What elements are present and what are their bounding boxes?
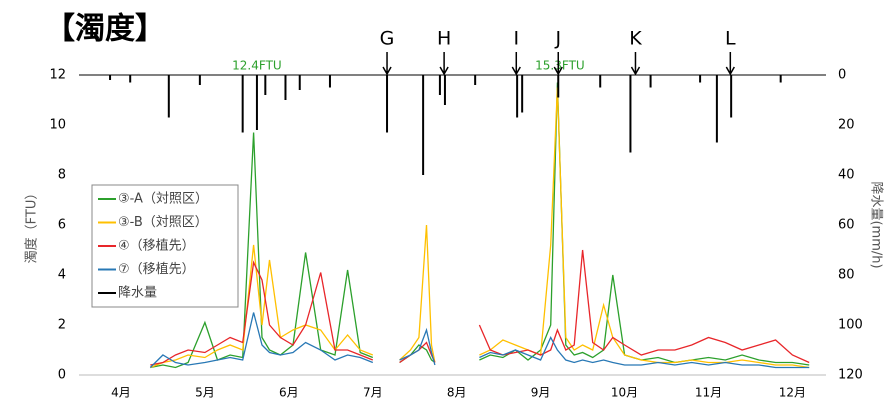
annotation: 12.4FTU xyxy=(232,59,282,73)
legend-label: ⑦（移植先） xyxy=(118,262,195,277)
legend-box xyxy=(91,184,239,308)
y-tick-label: 4 xyxy=(58,268,66,283)
y-axis-label: 濁度（FTU） xyxy=(24,187,40,264)
legend-label: ③-A（対照区） xyxy=(118,192,208,207)
legend-label: 降水量 xyxy=(118,286,157,301)
event-marker-label: G xyxy=(380,28,395,50)
event-marker-label: L xyxy=(725,28,736,50)
y2-tick-label: 120 xyxy=(838,368,863,383)
x-tick-label: 9月 xyxy=(531,386,551,400)
legend: ③-A（対照区） ③-B（対照区） ④（移植先） ⑦（移植先） 降水量 xyxy=(91,184,239,308)
x-tick-label: 10月 xyxy=(611,386,638,400)
y-tick-label: 10 xyxy=(49,118,66,133)
y2-tick-label: 80 xyxy=(838,268,855,283)
event-marker-arrow xyxy=(630,52,641,76)
turbidity-line xyxy=(150,249,810,366)
y2-tick-label: 60 xyxy=(838,218,855,233)
event-marker-label: J xyxy=(554,28,561,50)
x-tick-label: 7月 xyxy=(363,386,383,400)
y2-tick-label: 40 xyxy=(838,168,855,183)
annotation: 15.3FTU xyxy=(535,59,585,73)
x-tick-label: 5月 xyxy=(195,386,215,400)
x-tick-label: 6月 xyxy=(279,386,299,400)
y2-tick-label: 20 xyxy=(838,118,855,133)
y-tick-label: 0 xyxy=(58,368,66,383)
y-tick-label: 8 xyxy=(58,168,66,183)
turbidity-line xyxy=(149,312,810,369)
turbidity-line xyxy=(150,82,810,369)
y2-tick-label: 100 xyxy=(838,318,863,333)
x-tick-label: 4月 xyxy=(111,386,131,400)
event-marker-arrow xyxy=(725,52,735,76)
event-marker-arrow xyxy=(439,52,449,76)
y-tick-label: 6 xyxy=(58,218,66,233)
x-tick-label: 11月 xyxy=(695,386,722,400)
y2-axis-label: 降水量(mm/h) xyxy=(869,181,884,268)
event-marker-label: K xyxy=(629,28,642,50)
event-marker-arrow xyxy=(553,52,563,76)
x-tick-label: 12月 xyxy=(779,386,806,400)
x-tick-label: 8月 xyxy=(447,386,467,400)
event-marker-arrow xyxy=(511,52,521,76)
chart-title: 【濁度】 xyxy=(45,12,165,47)
legend-label: ③-B（対照区） xyxy=(118,215,208,230)
y-tick-label: 2 xyxy=(58,318,66,333)
event-marker-arrow xyxy=(382,52,392,76)
y2-tick-label: 0 xyxy=(838,68,846,83)
y-tick-label: 12 xyxy=(49,68,66,83)
event-marker-label: I xyxy=(513,28,519,50)
legend-label: ④（移植先） xyxy=(118,239,195,254)
event-marker-label: H xyxy=(437,28,451,50)
